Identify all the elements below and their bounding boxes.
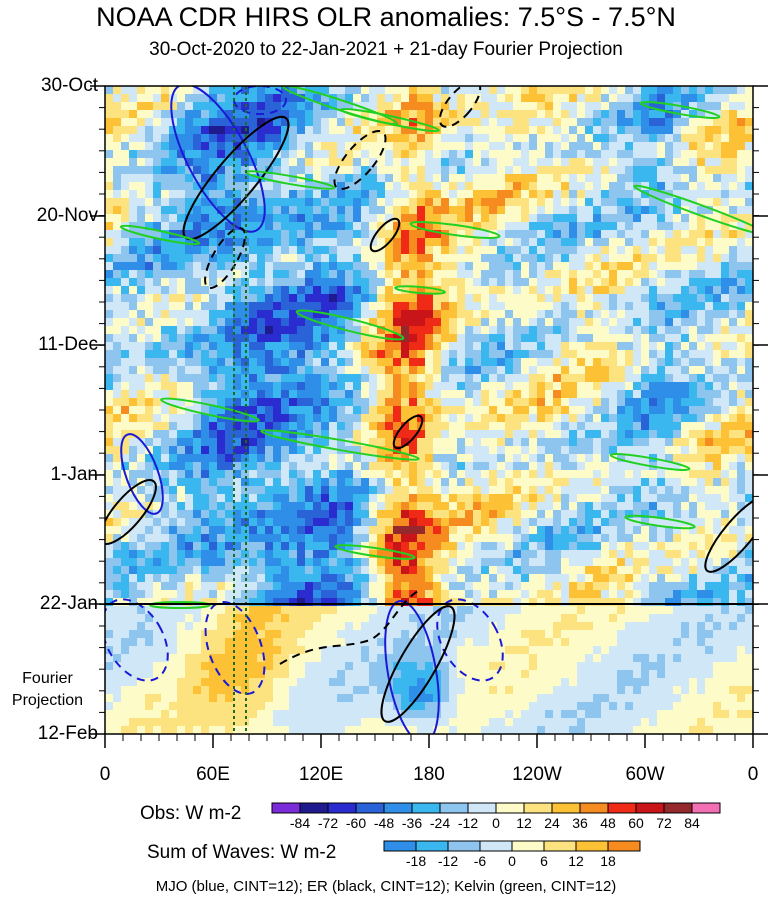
obs-colorbar-box [495,802,525,814]
obs-colorbar-tick: 12 [516,815,532,831]
kelvin-contour [624,514,696,530]
obs-colorbar-tick: 24 [544,815,560,831]
y-tick-label: 20-Nov [36,205,98,226]
obs-colorbar-tick: 84 [684,815,700,831]
obs-colorbar-tick: 0 [492,815,500,831]
waves-colorbar-box [575,840,609,852]
waves-colorbar-tick: -6 [473,853,487,869]
obs-colorbar-tick: -48 [373,815,395,831]
mjo-contour [120,433,164,515]
obs-colorbar-box [383,802,413,814]
obs-colorbar-tick: 48 [600,815,616,831]
y-tick-label: 1-Jan [50,464,98,485]
x-tick-label: 0 [747,764,759,785]
y-tick-label: 30-Oct [40,75,98,96]
obs-colorbar-tick: -84 [289,815,311,831]
kelvin-contour [639,101,721,119]
obs-colorbar-tick: -60 [345,815,367,831]
mjo-contour [105,598,169,682]
er-contour [392,414,424,450]
waves-colorbar-tick: 0 [508,853,516,869]
er-contour [105,479,157,545]
kelvin-contour [160,397,260,423]
obs-colorbar-box [355,802,385,814]
waves-colorbar-label: Sum of Waves: W m-2 [147,842,337,863]
obs-colorbar-box [327,802,357,814]
waves-colorbar-box [511,840,545,852]
mjo-contour [436,598,504,682]
er-contour [279,589,421,665]
obs-colorbar-box [299,802,329,814]
obs-colorbar-tick: -36 [401,815,423,831]
x-tick-label: 120E [298,764,344,785]
x-tick-label: 60W [625,764,665,785]
er-contour [380,605,456,723]
er-contour [333,129,387,191]
obs-colorbar-box [523,802,553,814]
obs-colorbar-box [607,802,637,814]
chart-title: NOAA CDR HIRS OLR anomalies: 7.5°S - 7.5… [96,2,676,32]
kelvin-contour [260,429,420,461]
obs-colorbar-box [551,802,581,814]
kelvin-contour [340,107,440,133]
kelvin-contour [409,221,501,239]
obs-colorbar-label: Obs: W m-2 [140,803,242,824]
mjo-contour [204,601,266,695]
obs-colorbar-box [579,802,609,814]
obs-colorbar-tick: -72 [317,815,339,831]
y-tick-label: 12-Feb [37,723,98,744]
y-tick-label: 11-Dec [38,334,98,355]
x-tick-label: 120W [512,764,562,785]
x-tick-label: 60E [196,764,230,785]
obs-colorbar-tick: -12 [457,815,479,831]
chart-subtitle: 30-Oct-2020 to 22-Jan-2021 + 21-day Four… [149,39,623,60]
er-contour [438,86,482,128]
waves-colorbar-tick: 18 [600,853,616,869]
obs-colorbar-box [467,802,497,814]
waves-colorbar-box [447,840,481,852]
obs-colorbar-box [691,802,721,814]
waves-colorbar-box [543,840,577,852]
obs-colorbar-box [439,802,469,814]
er-contour [204,226,246,290]
waves-colorbar-tick: 12 [568,853,584,869]
obs-colorbar-tick: 60 [628,815,644,831]
er-contour [369,217,401,253]
obs-colorbar-box [635,802,665,814]
er-contour [704,495,753,573]
y-tick-label: 22-Jan [39,593,98,614]
waves-colorbar-box [607,840,641,852]
obs-colorbar-tick: 72 [656,815,672,831]
mjo-contour [170,86,266,233]
obs-colorbar-box [411,802,441,814]
projection-label: Fourier Projection [11,670,84,709]
waves-colorbar-tick: -12 [437,853,459,869]
waves-colorbar-box [479,840,513,852]
waves-colorbar-tick: -18 [405,853,427,869]
waves-colorbar-tick: 6 [540,853,548,869]
kelvin-contour [609,453,691,471]
x-tick-label: 0 [99,764,111,785]
kelvin-contour [295,309,405,341]
obs-colorbar-box [271,802,301,814]
kelvin-contour [119,224,201,246]
waves-colorbar-box [415,840,449,852]
kelvin-contour [394,285,446,295]
obs-colorbar-tick: 36 [572,815,588,831]
kelvin-contour [334,544,416,560]
obs-colorbar-box [663,802,693,814]
contour-legend-footnote: MJO (blue, CINT=12); ER (black, CINT=12)… [155,878,617,895]
x-tick-label: 180 [413,764,445,785]
waves-colorbar-box [383,840,417,852]
obs-colorbar-tick: -24 [429,815,451,831]
kelvin-contour [633,184,753,236]
